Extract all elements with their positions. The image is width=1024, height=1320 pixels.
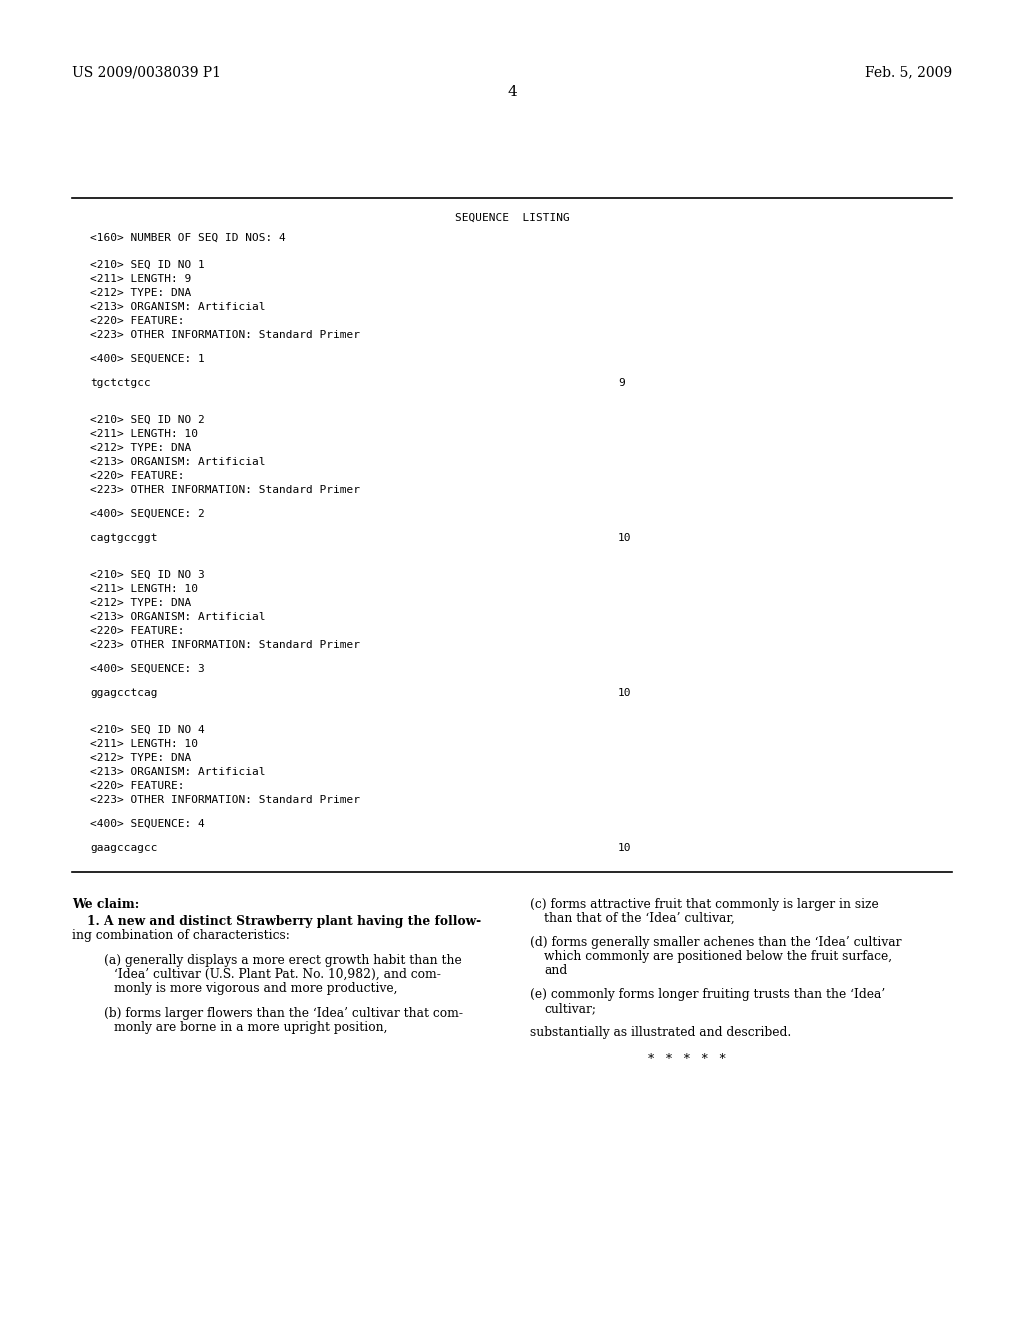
Text: <213> ORGANISM: Artificial: <213> ORGANISM: Artificial [90, 767, 265, 777]
Text: cagtgccggt: cagtgccggt [90, 533, 158, 543]
Text: (d) forms generally smaller achenes than the ‘Idea’ cultivar: (d) forms generally smaller achenes than… [530, 936, 901, 949]
Text: cultivar;: cultivar; [544, 1002, 596, 1015]
Text: <212> TYPE: DNA: <212> TYPE: DNA [90, 288, 191, 298]
Text: SEQUENCE  LISTING: SEQUENCE LISTING [455, 213, 569, 223]
Text: <220> FEATURE:: <220> FEATURE: [90, 315, 184, 326]
Text: <223> OTHER INFORMATION: Standard Primer: <223> OTHER INFORMATION: Standard Primer [90, 640, 360, 649]
Text: <211> LENGTH: 10: <211> LENGTH: 10 [90, 583, 198, 594]
Text: which commonly are positioned below the fruit surface,: which commonly are positioned below the … [544, 950, 892, 964]
Text: 4: 4 [507, 84, 517, 99]
Text: (b) forms larger flowers than the ‘Idea’ cultivar that com-: (b) forms larger flowers than the ‘Idea’… [104, 1007, 463, 1020]
Text: ‘Idea’ cultivar (U.S. Plant Pat. No. 10,982), and com-: ‘Idea’ cultivar (U.S. Plant Pat. No. 10,… [114, 968, 441, 981]
Text: <400> SEQUENCE: 1: <400> SEQUENCE: 1 [90, 354, 205, 364]
Text: <223> OTHER INFORMATION: Standard Primer: <223> OTHER INFORMATION: Standard Primer [90, 795, 360, 805]
Text: <211> LENGTH: 9: <211> LENGTH: 9 [90, 275, 191, 284]
Text: <210> SEQ ID NO 4: <210> SEQ ID NO 4 [90, 725, 205, 735]
Text: (a) generally displays a more erect growth habit than the: (a) generally displays a more erect grow… [104, 954, 462, 968]
Text: <210> SEQ ID NO 3: <210> SEQ ID NO 3 [90, 570, 205, 579]
Text: <400> SEQUENCE: 2: <400> SEQUENCE: 2 [90, 510, 205, 519]
Text: ggagcctcag: ggagcctcag [90, 688, 158, 698]
Text: <400> SEQUENCE: 4: <400> SEQUENCE: 4 [90, 818, 205, 829]
Text: 9: 9 [618, 378, 625, 388]
Text: <210> SEQ ID NO 1: <210> SEQ ID NO 1 [90, 260, 205, 271]
Text: *   *   *   *   *: * * * * * [648, 1053, 726, 1067]
Text: <223> OTHER INFORMATION: Standard Primer: <223> OTHER INFORMATION: Standard Primer [90, 484, 360, 495]
Text: 10: 10 [618, 843, 632, 853]
Text: US 2009/0038039 P1: US 2009/0038039 P1 [72, 65, 221, 79]
Text: 1. A new and distinct Strawberry plant having the follow-: 1. A new and distinct Strawberry plant h… [87, 915, 481, 928]
Text: and: and [544, 964, 567, 977]
Text: <211> LENGTH: 10: <211> LENGTH: 10 [90, 739, 198, 748]
Text: <220> FEATURE:: <220> FEATURE: [90, 471, 184, 480]
Text: monly is more vigorous and more productive,: monly is more vigorous and more producti… [114, 982, 397, 995]
Text: <213> ORGANISM: Artificial: <213> ORGANISM: Artificial [90, 457, 265, 467]
Text: <212> TYPE: DNA: <212> TYPE: DNA [90, 752, 191, 763]
Text: gaagccagcc: gaagccagcc [90, 843, 158, 853]
Text: (c) forms attractive fruit that commonly is larger in size: (c) forms attractive fruit that commonly… [530, 898, 879, 911]
Text: 10: 10 [618, 688, 632, 698]
Text: <213> ORGANISM: Artificial: <213> ORGANISM: Artificial [90, 302, 265, 312]
Text: <223> OTHER INFORMATION: Standard Primer: <223> OTHER INFORMATION: Standard Primer [90, 330, 360, 341]
Text: (e) commonly forms longer fruiting trusts than the ‘Idea’: (e) commonly forms longer fruiting trust… [530, 987, 886, 1001]
Text: <220> FEATURE:: <220> FEATURE: [90, 781, 184, 791]
Text: We claim:: We claim: [72, 898, 139, 911]
Text: <212> TYPE: DNA: <212> TYPE: DNA [90, 444, 191, 453]
Text: Feb. 5, 2009: Feb. 5, 2009 [865, 65, 952, 79]
Text: monly are borne in a more upright position,: monly are borne in a more upright positi… [114, 1020, 387, 1034]
Text: <213> ORGANISM: Artificial: <213> ORGANISM: Artificial [90, 612, 265, 622]
Text: <212> TYPE: DNA: <212> TYPE: DNA [90, 598, 191, 609]
Text: 10: 10 [618, 533, 632, 543]
Text: <160> NUMBER OF SEQ ID NOS: 4: <160> NUMBER OF SEQ ID NOS: 4 [90, 234, 286, 243]
Text: <210> SEQ ID NO 2: <210> SEQ ID NO 2 [90, 414, 205, 425]
Text: ing combination of characteristics:: ing combination of characteristics: [72, 929, 290, 942]
Text: <211> LENGTH: 10: <211> LENGTH: 10 [90, 429, 198, 440]
Text: <220> FEATURE:: <220> FEATURE: [90, 626, 184, 636]
Text: tgctctgcc: tgctctgcc [90, 378, 151, 388]
Text: than that of the ‘Idea’ cultivar,: than that of the ‘Idea’ cultivar, [544, 912, 735, 925]
Text: substantially as illustrated and described.: substantially as illustrated and describ… [530, 1026, 792, 1039]
Text: <400> SEQUENCE: 3: <400> SEQUENCE: 3 [90, 664, 205, 675]
